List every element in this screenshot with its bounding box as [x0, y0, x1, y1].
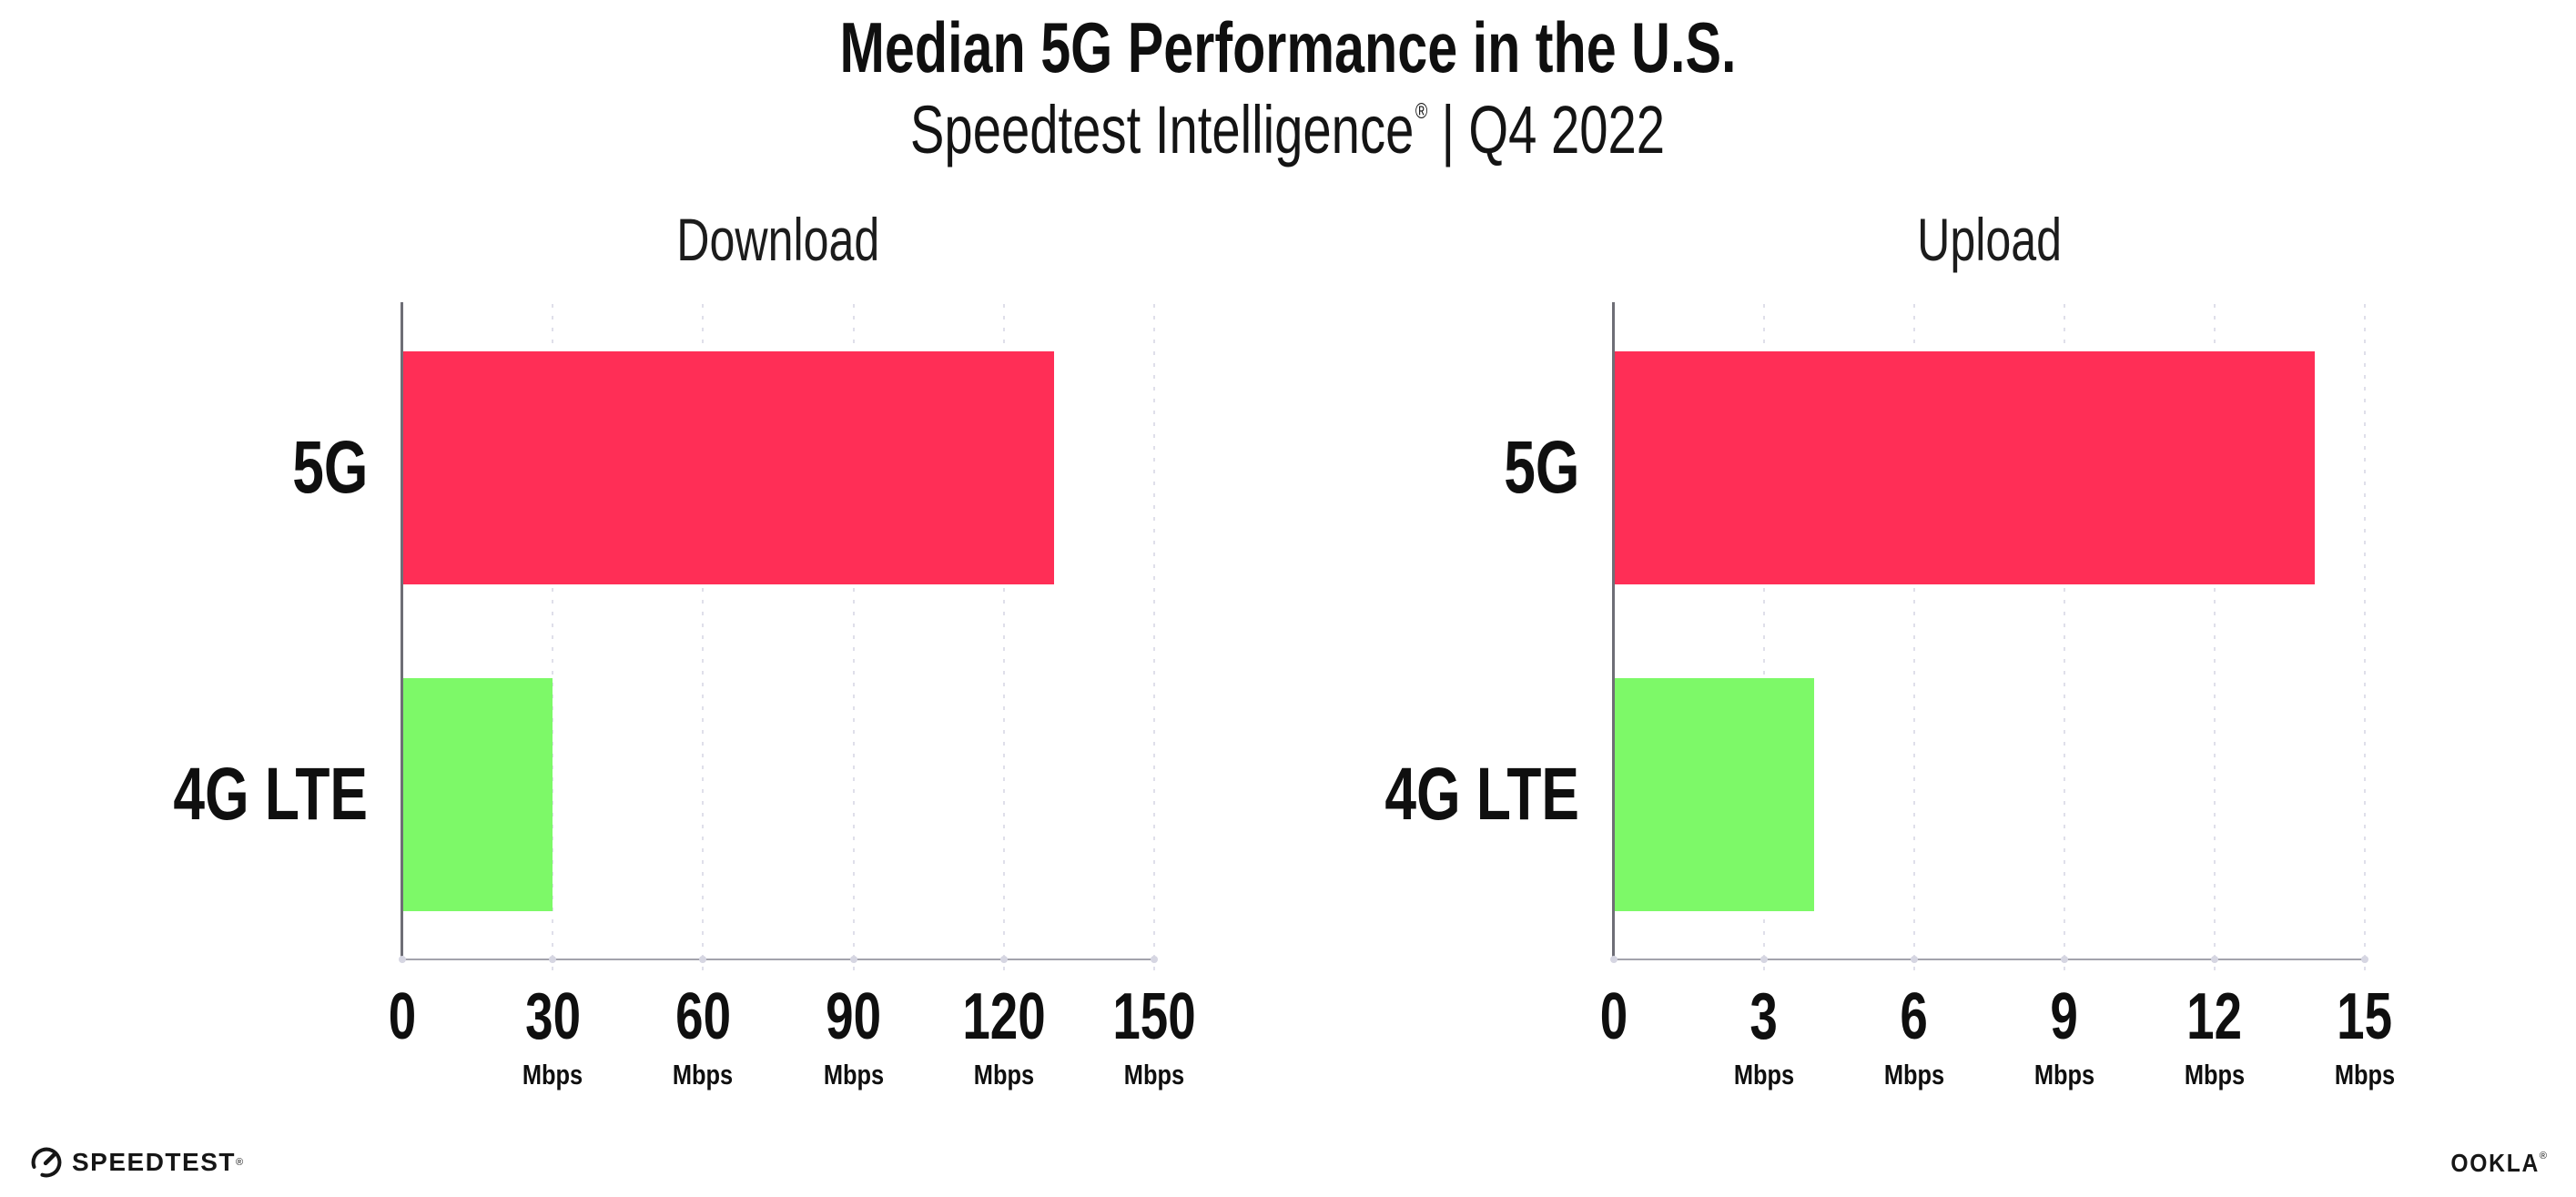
x-tick-unit: Mbps: [2334, 1059, 2396, 1090]
x-tick-unit: Mbps: [522, 1059, 583, 1090]
subtitle-separator: |: [1441, 91, 1455, 167]
x-tick-unit: Mbps: [823, 1059, 884, 1090]
speedtest-gauge-icon: [31, 1147, 62, 1178]
x-tick: 120 Mbps: [949, 984, 1059, 1089]
axis-tick-dot: [1911, 956, 1918, 963]
x-tick-unit: Mbps: [1123, 1059, 1185, 1090]
upload-chart-title: Upload: [1614, 209, 2365, 269]
upload-chart-title-text: Upload: [1917, 206, 2062, 273]
gridline: [702, 304, 705, 977]
bar-5g: [402, 350, 1054, 584]
axis-tick-dot: [2061, 956, 2068, 963]
x-axis-line: [401, 959, 1154, 960]
x-tick: 90 Mbps: [816, 984, 890, 1089]
x-tick: 60 Mbps: [666, 984, 740, 1089]
x-tick: 0: [1596, 984, 1632, 1050]
speedtest-wordmark: SPEEDTEST: [72, 1148, 236, 1176]
gridline: [852, 304, 855, 977]
gridline: [552, 304, 554, 977]
page-title-text: Median 5G Performance in the U.S.: [839, 7, 1737, 87]
ookla-logo: OOKLA®: [2439, 1149, 2547, 1178]
x-tick: 9 Mbps: [2028, 984, 2102, 1089]
speedtest-logo: SPEEDTEST ®: [30, 1146, 243, 1179]
x-tick-unit: Mbps: [973, 1059, 1034, 1090]
x-tick-value: 9: [2050, 980, 2079, 1053]
axis-tick-dot: [2361, 956, 2368, 963]
x-tick: 6 Mbps: [1878, 984, 1952, 1089]
x-tick-value: 15: [2337, 980, 2393, 1053]
gridline: [1002, 304, 1005, 977]
x-tick-unit: Mbps: [1883, 1059, 1945, 1090]
x-tick: 0: [384, 984, 421, 1050]
axis-tick-dot: [699, 956, 707, 963]
page-subtitle: Speedtest Intelligence® | Q4 2022: [0, 93, 2576, 167]
x-tick-value: 120: [962, 980, 1046, 1053]
x-tick-value: 12: [2186, 980, 2243, 1053]
x-tick-unit: Mbps: [2033, 1059, 2095, 1090]
axis-tick-dot: [999, 956, 1008, 963]
category-label-text: 5G: [1503, 425, 1579, 509]
axis-tick-dot: [1760, 956, 1768, 963]
x-tick: 15 Mbps: [2328, 984, 2402, 1089]
bar-5g: [1614, 350, 2315, 584]
x-tick-value: 3: [1749, 980, 1779, 1053]
bar-4g-lte: [402, 678, 553, 912]
download-chart-title: Download: [402, 209, 1154, 269]
category-label-4g-lte: 4G LTE: [1323, 757, 1579, 832]
page-title: Median 5G Performance in the U.S.: [0, 7, 2576, 87]
axis-tick-dot: [849, 956, 857, 963]
download-plot-area: 0 30 Mbps 60 Mbps 90 Mbps 120 Mbps 150 Mbps: [389, 302, 1196, 1089]
gridline: [2364, 304, 2366, 977]
category-label-5g: 5G: [1480, 425, 1579, 509]
x-tick-value: 30: [524, 980, 581, 1053]
x-tick-value: 150: [1112, 980, 1196, 1053]
ookla-registered-mark: ®: [2539, 1151, 2547, 1161]
category-label-4g-lte: 4G LTE: [112, 757, 368, 832]
bar-4g-lte: [1614, 678, 1814, 912]
page-subtitle-text: Speedtest Intelligence® | Q4 2022: [910, 93, 1665, 167]
gridline: [1763, 304, 1765, 977]
axis-tick-dot: [1151, 956, 1158, 963]
x-tick: 12 Mbps: [2178, 984, 2252, 1089]
category-label-text: 4G LTE: [1384, 753, 1579, 837]
gridline: [2214, 304, 2216, 977]
category-label-text: 5G: [291, 425, 368, 509]
axis-tick-dot: [1610, 956, 1618, 963]
gridline: [1153, 304, 1155, 977]
x-tick-value: 90: [826, 980, 882, 1053]
download-chart: Download 0 30 Mbps 60 Mbps 90 Mbps 120 Mbps 150 Mb…: [173, 209, 1196, 1089]
x-tick: 3 Mbps: [1728, 984, 1801, 1089]
gridline: [2064, 304, 2065, 977]
x-tick-unit: Mbps: [2184, 1059, 2246, 1090]
x-tick-unit: Mbps: [1733, 1059, 1795, 1090]
x-tick: 30 Mbps: [516, 984, 590, 1089]
registered-mark: ®: [1415, 98, 1428, 124]
gridline: [1913, 304, 1915, 977]
ookla-wordmark: OOKLA: [2450, 1149, 2540, 1177]
category-label-text: 4G LTE: [173, 753, 368, 837]
x-axis-line: [1612, 959, 2365, 960]
subtitle-brand: Speedtest Intelligence: [910, 91, 1415, 167]
download-chart-title-text: Download: [676, 206, 880, 273]
axis-tick-dot: [2211, 956, 2218, 963]
axis-tick-dot: [549, 956, 557, 963]
speedtest-registered-mark: ®: [235, 1157, 244, 1168]
upload-chart: Upload 0 3 Mbps 6 Mbps 9 Mbps 12 Mbps 15 Mbps 5G 4G…: [1384, 209, 2395, 1089]
x-tick-value: 0: [1599, 980, 1628, 1053]
x-tick-unit: Mbps: [673, 1059, 734, 1090]
x-tick-value: 6: [1900, 980, 1929, 1053]
y-axis-line: [401, 302, 403, 959]
axis-tick-dot: [399, 956, 406, 963]
subtitle-period: Q4 2022: [1468, 91, 1666, 167]
x-tick-value: 60: [674, 980, 731, 1053]
y-axis-line: [1612, 302, 1615, 959]
upload-plot-area: 0 3 Mbps 6 Mbps 9 Mbps 12 Mbps 15 Mbps: [1600, 302, 2395, 1089]
x-tick: 150 Mbps: [1100, 984, 1209, 1089]
header: Median 5G Performance in the U.S. Speedt…: [0, 0, 2576, 167]
x-tick-value: 0: [388, 980, 417, 1053]
category-label-5g: 5G: [269, 425, 368, 509]
